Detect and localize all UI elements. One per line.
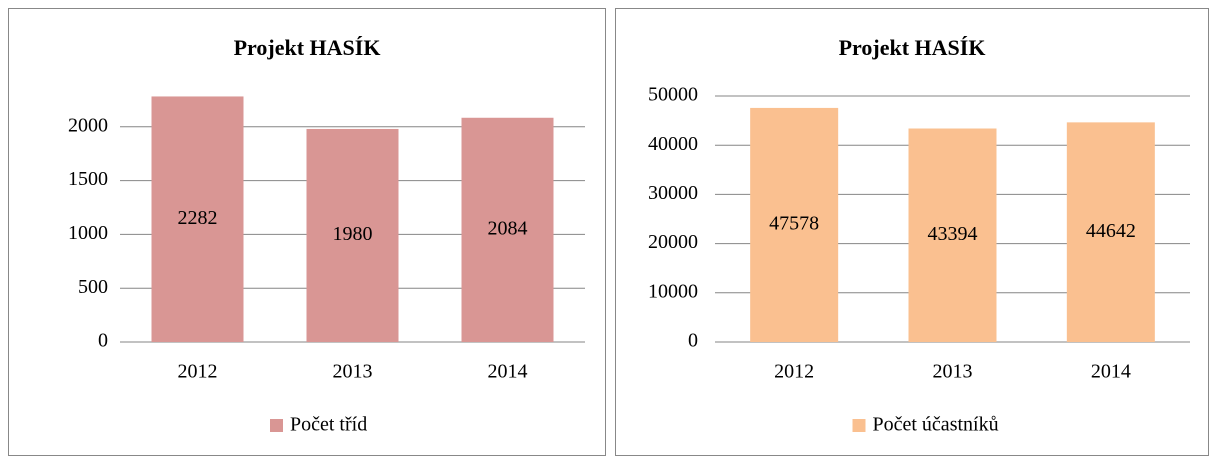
bar xyxy=(750,107,839,343)
bar xyxy=(306,128,399,342)
chart-title: Projekt HASÍK xyxy=(839,35,986,60)
data-label: 44642 xyxy=(1086,220,1136,242)
data-label: 2282 xyxy=(178,207,218,229)
bar xyxy=(908,128,997,342)
y-tick-label: 30000 xyxy=(648,182,698,204)
x-tick-label: 2012 xyxy=(774,361,814,383)
y-tick-label: 20000 xyxy=(648,231,698,253)
data-label: 1980 xyxy=(333,223,373,245)
y-tick-label: 50000 xyxy=(648,84,698,106)
x-tick-label: 2014 xyxy=(488,361,528,383)
data-label: 47578 xyxy=(769,213,819,235)
chart-title: Projekt HASÍK xyxy=(234,35,381,60)
data-label: 43394 xyxy=(928,223,978,245)
legend-swatch xyxy=(270,419,283,432)
legend-swatch xyxy=(852,419,866,432)
y-tick-label: 500 xyxy=(78,276,108,298)
x-tick-label: 2013 xyxy=(933,361,973,383)
y-tick-label: 2000 xyxy=(68,114,108,136)
x-tick-label: 2012 xyxy=(178,361,218,383)
x-tick-label: 2013 xyxy=(333,361,373,383)
data-label: 2084 xyxy=(488,217,528,239)
y-tick-label: 1500 xyxy=(68,168,108,190)
bar xyxy=(461,117,554,342)
y-tick-label: 1000 xyxy=(68,222,108,244)
legend-label: Počet tříd xyxy=(290,414,367,436)
legend-label: Počet účastníků xyxy=(873,414,999,436)
y-tick-label: 40000 xyxy=(648,133,698,155)
x-tick-label: 2014 xyxy=(1091,361,1131,383)
y-tick-label: 10000 xyxy=(648,280,698,302)
bar xyxy=(151,96,244,342)
bar xyxy=(1066,122,1155,342)
y-tick-label: 0 xyxy=(98,330,108,352)
y-tick-label: 0 xyxy=(688,330,698,352)
